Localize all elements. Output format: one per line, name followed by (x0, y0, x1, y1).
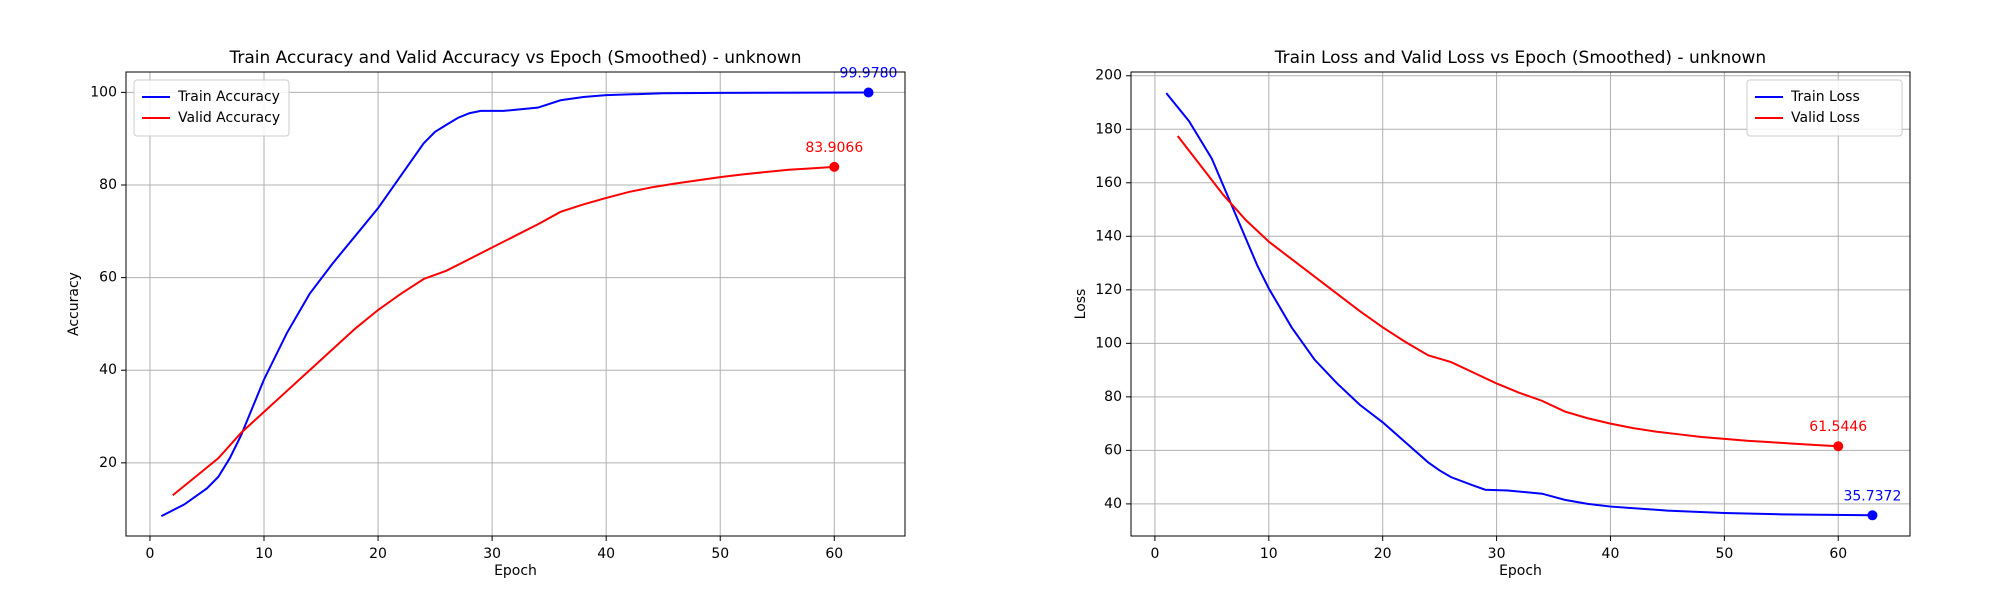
series-line (160, 91, 869, 517)
x-tick-label: 60 (1829, 546, 1847, 562)
value-label: 99.9780 (840, 65, 898, 81)
legend-label: Train Loss (1790, 89, 1860, 105)
x-tick-label: 40 (597, 546, 615, 562)
y-tick-label: 80 (1104, 389, 1122, 405)
end-point (863, 87, 874, 98)
x-tick-label: 20 (1374, 546, 1392, 562)
x-axis-label: Epoch (494, 563, 537, 579)
end-point (829, 161, 840, 172)
y-tick-label: 80 (99, 177, 117, 193)
y-tick-label: 100 (90, 84, 117, 100)
x-tick-label: 0 (145, 546, 154, 562)
value-label: 83.9066 (805, 140, 863, 156)
y-axis-label: Loss (1073, 289, 1089, 320)
y-tick-label: 120 (1095, 282, 1122, 298)
legend-label: Valid Accuracy (178, 110, 280, 126)
legend-label: Valid Loss (1791, 110, 1860, 126)
y-tick-label: 160 (1095, 175, 1122, 191)
x-axis-label: Epoch (1499, 563, 1542, 579)
y-tick-label: 60 (1104, 442, 1122, 458)
legend-box (133, 79, 290, 137)
y-tick-label: 40 (99, 362, 117, 378)
series-line (1165, 92, 1873, 517)
end-point (1833, 441, 1844, 452)
x-tick-label: 60 (825, 546, 843, 562)
legend-label: Train Accuracy (177, 89, 280, 105)
x-tick-label: 40 (1602, 546, 1620, 562)
y-tick-label: 100 (1095, 335, 1122, 351)
legend-box (1746, 79, 1903, 137)
y-axis-label: Accuracy (66, 272, 82, 336)
x-tick-label: 20 (369, 546, 387, 562)
value-label: 61.5446 (1809, 419, 1867, 435)
y-tick-label: 60 (99, 270, 117, 286)
x-tick-label: 30 (1488, 546, 1506, 562)
plot-frame (1130, 71, 1911, 537)
x-tick-label: 10 (1260, 546, 1278, 562)
plot-frame (125, 71, 906, 537)
x-tick-label: 10 (255, 546, 273, 562)
y-tick-label: 180 (1095, 121, 1122, 137)
y-tick-label: 140 (1095, 228, 1122, 244)
y-tick-label: 40 (1104, 496, 1122, 512)
y-tick-label: 200 (1095, 68, 1122, 84)
chart-title: Train Accuracy and Valid Accuracy vs Epo… (228, 48, 801, 68)
value-label: 35.7372 (1843, 488, 1901, 504)
end-point (1867, 510, 1878, 521)
x-tick-label: 30 (483, 546, 501, 562)
y-tick-label: 20 (99, 455, 117, 471)
x-tick-label: 50 (1715, 546, 1733, 562)
x-tick-label: 50 (711, 546, 729, 562)
chart-title: Train Loss and Valid Loss vs Epoch (Smoo… (1274, 48, 1766, 68)
series-line (172, 165, 835, 497)
series-line (1176, 135, 1839, 448)
x-tick-label: 0 (1150, 546, 1159, 562)
